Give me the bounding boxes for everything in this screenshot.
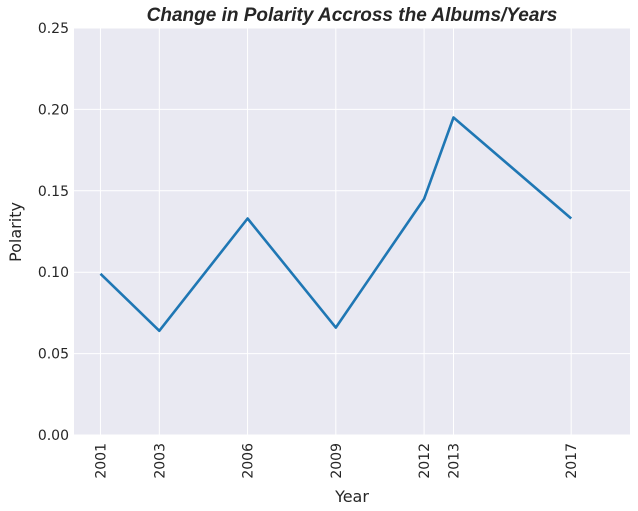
y-tick-label: 0.25	[38, 21, 69, 37]
y-tick-label: 0.10	[38, 265, 69, 281]
y-tick-label: 0.20	[38, 102, 69, 118]
chart-title: Change in Polarity Accross the Albums/Ye…	[147, 5, 558, 26]
plot-background	[74, 28, 630, 435]
y-axis-label: Polarity	[6, 202, 25, 262]
x-tick-label: 2017	[564, 443, 580, 479]
x-tick-label: 2009	[329, 443, 345, 479]
x-tick-label: 2001	[93, 443, 109, 479]
y-tick-label: 0.00	[38, 428, 69, 444]
x-tick-labels: 2001 2003 2006 2009 2012 2013 2017	[93, 443, 580, 479]
y-tick-label: 0.05	[38, 347, 69, 363]
x-tick-label: 2003	[152, 443, 168, 479]
y-tick-labels: 0.00 0.05 0.10 0.15 0.20 0.25	[38, 21, 69, 444]
x-tick-label: 2012	[417, 443, 433, 479]
x-tick-label: 2013	[446, 443, 462, 479]
series-layer	[99, 116, 573, 333]
y-tick-label: 0.15	[38, 184, 69, 200]
x-axis-label: Year	[334, 487, 369, 506]
polarity-series-line	[99, 116, 573, 333]
x-tick-label: 2006	[241, 443, 257, 479]
grid	[74, 27, 630, 436]
